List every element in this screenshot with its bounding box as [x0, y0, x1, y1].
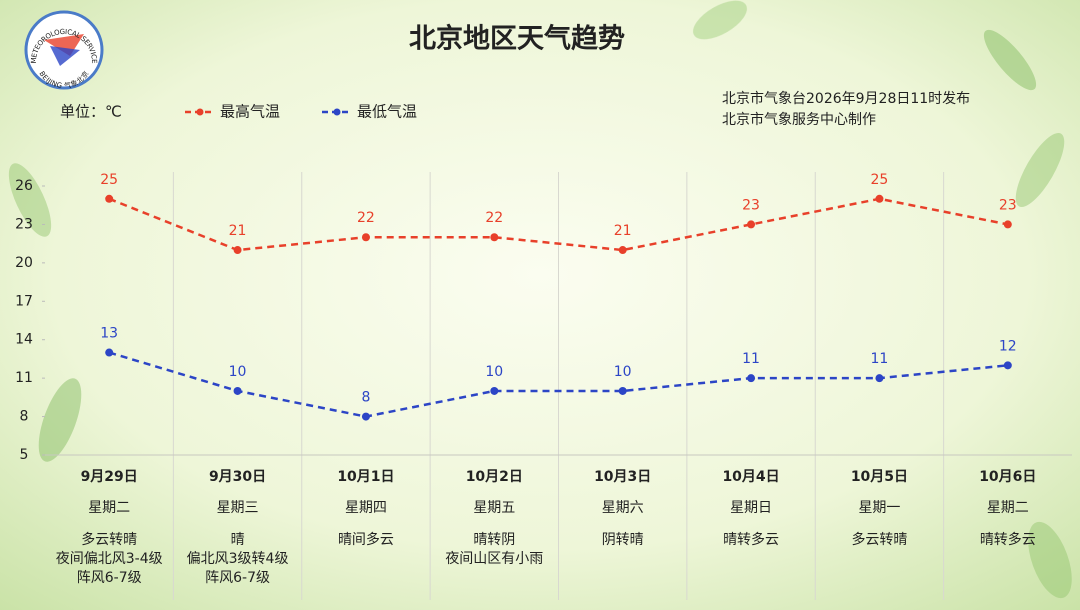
- series-line: [108, 351, 1008, 418]
- point: [875, 194, 884, 203]
- x-tick-label: 10月6日: [979, 469, 1036, 485]
- point: [105, 348, 114, 357]
- y-tick-label: 20: [15, 255, 33, 271]
- weekday: 星期五: [473, 500, 515, 516]
- x-tick-label: 10月1日: [337, 469, 394, 485]
- point: [490, 233, 499, 242]
- data-label: 23: [742, 197, 760, 213]
- weather: 阵风6-7级: [77, 570, 142, 586]
- data-label: 10: [614, 364, 632, 380]
- data-label: 25: [100, 172, 118, 188]
- y-tick-label: 5: [20, 447, 29, 463]
- weather: 阵风6-7级: [205, 570, 270, 586]
- x-tick-label: 10月3日: [594, 469, 651, 485]
- point: [1003, 361, 1012, 370]
- weekday: 星期二: [987, 500, 1029, 516]
- data-label: 21: [229, 223, 247, 239]
- data-label: 8: [361, 390, 370, 406]
- x-tick-label: 9月29日: [81, 469, 138, 485]
- legend-label: 最低气温: [357, 103, 417, 121]
- weather: 偏北风3级转4级: [187, 551, 289, 567]
- weekday: 星期一: [858, 500, 900, 516]
- x-tick-label: 9月30日: [209, 469, 266, 485]
- x-tick-label: 10月2日: [466, 469, 523, 485]
- point: [361, 412, 370, 421]
- y-tick-label: 11: [15, 370, 33, 386]
- y-tick-label: 26: [15, 178, 33, 194]
- legend-dot: [196, 108, 204, 116]
- unit: 单位：℃: [60, 103, 122, 121]
- data-label: 13: [100, 326, 118, 342]
- y-tick-label: 23: [15, 216, 33, 232]
- legend-label: 最高气温: [220, 103, 280, 121]
- weekday: 星期六: [602, 500, 644, 516]
- point: [1003, 220, 1012, 229]
- point: [875, 374, 884, 383]
- data-label: 25: [871, 172, 889, 188]
- weather: 阴转晴: [602, 532, 644, 548]
- point: [233, 246, 242, 255]
- weather: 晴转阴: [473, 532, 515, 548]
- data-label: 22: [357, 210, 375, 226]
- publisher: 北京市气象服务中心制作: [722, 111, 876, 128]
- weather: 晴转多云: [980, 531, 1036, 548]
- point: [490, 386, 499, 395]
- data-label: 10: [229, 364, 247, 380]
- data-label: 12: [999, 338, 1017, 354]
- weekday: 星期二: [88, 500, 130, 516]
- data-label: 11: [871, 351, 889, 367]
- point: [618, 246, 627, 255]
- weather: 晴转多云: [723, 531, 779, 548]
- y-tick-label: 17: [15, 293, 33, 309]
- data-label: 10: [485, 364, 503, 380]
- x-tick-label: 10月5日: [851, 469, 908, 485]
- x-tick-label: 10月4日: [722, 469, 779, 485]
- y-tick-label: 8: [20, 409, 29, 425]
- point: [618, 386, 627, 395]
- point: [105, 194, 114, 203]
- legend-dot: [333, 108, 341, 116]
- weekday: 星期日: [730, 500, 772, 516]
- data-label: 11: [742, 351, 760, 367]
- data-label: 22: [485, 210, 503, 226]
- weekday: 星期四: [345, 500, 387, 516]
- series-line: [108, 197, 1009, 252]
- logo: METEOROLOGICAL SERVICE BEIJING 气象北京: [24, 10, 104, 90]
- weather: 夜间偏北风3-4级: [56, 551, 163, 567]
- point: [747, 374, 756, 383]
- weather: 夜间山区有小雨: [445, 551, 543, 567]
- data-label: 21: [614, 223, 632, 239]
- weekday: 星期三: [217, 500, 259, 516]
- point: [233, 386, 242, 395]
- weather: 多云转晴: [851, 531, 907, 548]
- weather: 多云转晴: [81, 531, 137, 548]
- data-label: 23: [999, 197, 1017, 213]
- y-tick-label: 14: [15, 332, 33, 348]
- point: [361, 233, 370, 242]
- point: [747, 220, 756, 229]
- chart-title: 北京地区天气趋势: [409, 23, 625, 55]
- weather: 晴: [231, 532, 245, 548]
- publisher: 北京市气象台2026年9月28日11时发布: [722, 90, 970, 107]
- weather: 晴间多云: [338, 531, 394, 548]
